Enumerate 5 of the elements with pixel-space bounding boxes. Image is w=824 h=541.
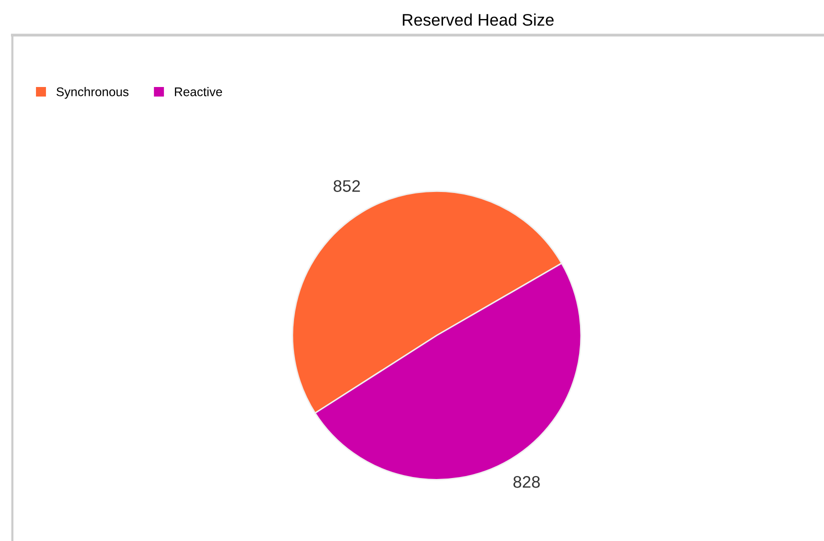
data-label: 852: [334, 180, 360, 192]
legend-label: Reactive: [174, 87, 222, 96]
data-label: 828: [513, 476, 540, 488]
chart-title: Reserved Head Size: [402, 14, 554, 26]
legend-label: Synchronous: [56, 87, 128, 99]
